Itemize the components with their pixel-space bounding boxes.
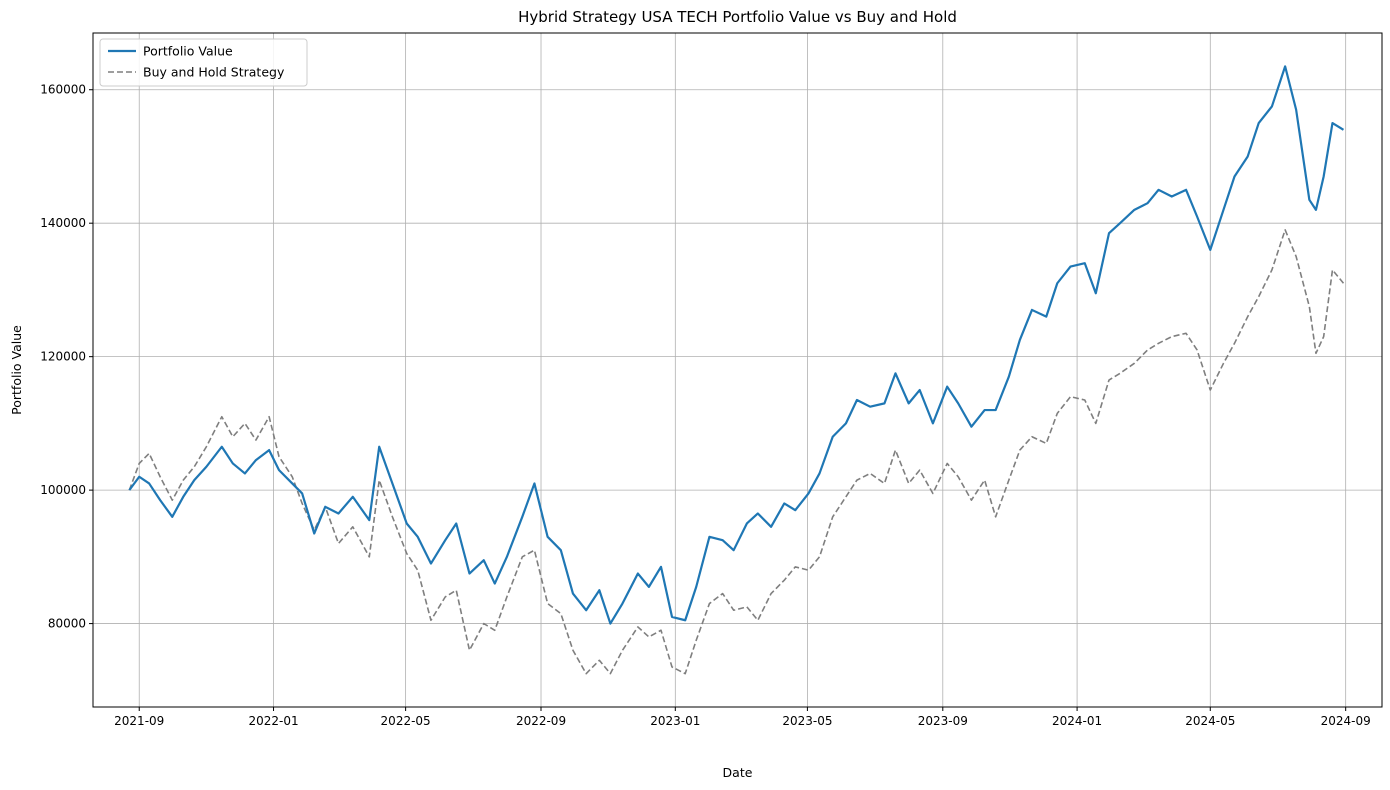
x-tick-label: 2022-09 bbox=[516, 714, 566, 728]
x-tick-label: 2022-05 bbox=[381, 714, 431, 728]
x-tick-label: 2023-09 bbox=[918, 714, 968, 728]
grid bbox=[93, 33, 1382, 707]
legend-box bbox=[99, 38, 308, 87]
legend: Portfolio Value Buy and Hold Strategy bbox=[99, 38, 308, 87]
chart-title: Hybrid Strategy USA TECH Portfolio Value… bbox=[518, 8, 957, 26]
legend-label-portfolio-value: Portfolio Value bbox=[143, 44, 233, 59]
x-tick-label: 2023-05 bbox=[782, 714, 832, 728]
series-group bbox=[128, 65, 1345, 675]
x-axis: 2021-09 2022-01 2022-05 2022-09 2023-01 2023-… bbox=[114, 707, 1371, 728]
y-axis: 80000 100000 120000 140000 160000 bbox=[40, 83, 93, 631]
y-axis-label: Portfolio Value bbox=[9, 325, 24, 415]
x-tick-label: 2021-09 bbox=[114, 714, 164, 728]
y-tick-label: 160000 bbox=[40, 83, 86, 97]
plot-frame bbox=[92, 32, 1383, 708]
x-tick-label: 2022-01 bbox=[248, 714, 298, 728]
series-line-portfolio-value bbox=[128, 65, 1345, 625]
x-tick-label: 2024-01 bbox=[1052, 714, 1102, 728]
x-tick-label: 2024-09 bbox=[1321, 714, 1371, 728]
y-tick-label: 100000 bbox=[40, 483, 86, 497]
x-tick-label: 2024-05 bbox=[1185, 714, 1235, 728]
y-tick-label: 120000 bbox=[40, 350, 86, 364]
y-tick-label: 140000 bbox=[40, 216, 86, 230]
y-tick-label: 80000 bbox=[48, 617, 86, 631]
x-tick-label: 2023-01 bbox=[650, 714, 700, 728]
x-axis-label: Date bbox=[723, 765, 753, 780]
legend-label-buy-and-hold: Buy and Hold Strategy bbox=[143, 65, 285, 80]
